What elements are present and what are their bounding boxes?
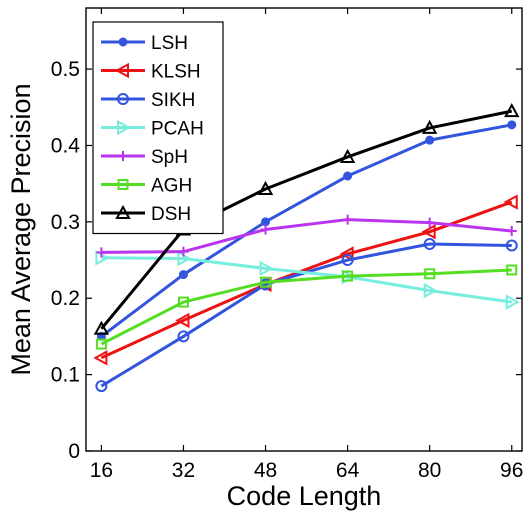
legend-item-sikh: SIKH — [101, 90, 195, 111]
data-point-klsh — [175, 312, 190, 329]
legend-item-agh: AGH — [101, 176, 192, 197]
legend: LSH KLSH SIKH PCAH SpH AGH DSH — [92, 21, 224, 235]
series-lsh — [96, 120, 517, 341]
y-tick-label: 0.5 — [51, 58, 80, 81]
data-point-dsh — [339, 148, 356, 163]
data-point-agh — [506, 264, 518, 276]
series-agh — [95, 264, 518, 350]
series-sph — [96, 214, 517, 258]
x-tick-label: 96 — [500, 459, 523, 482]
data-point-dsh — [421, 119, 438, 134]
data-point-lsh — [178, 270, 188, 280]
data-point-sikh — [341, 254, 354, 267]
axes: 16 32 48 64 80 96 0 0.1 0.2 0.3 0.4 0.5 — [51, 7, 523, 482]
x-tick-label: 64 — [336, 459, 360, 482]
plot-area — [93, 103, 520, 393]
legend-label-pcah: PCAH — [151, 119, 204, 140]
data-point-klsh — [421, 224, 436, 240]
y-tick-label: 0 — [68, 440, 80, 463]
data-point-pcah — [259, 260, 274, 277]
data-point-sph — [96, 247, 107, 258]
data-point-lsh — [343, 171, 353, 181]
data-point-sph — [178, 246, 189, 257]
legend-marker-sph — [118, 151, 128, 161]
series-pcah — [95, 250, 520, 310]
legend-item-dsh: DSH — [101, 204, 191, 225]
y-tick-label: 0.3 — [51, 211, 80, 234]
series-line-sikh — [100, 242, 512, 388]
series-line-dsh — [100, 109, 513, 330]
data-point-sph — [424, 217, 435, 228]
legend-label-lsh: LSH — [151, 33, 188, 54]
series-line-sph — [101, 218, 512, 254]
legend-label-sph: SpH — [151, 147, 188, 168]
legend-marker-klsh — [114, 62, 129, 79]
data-point-klsh — [339, 246, 354, 262]
x-tick-label: 16 — [90, 459, 113, 482]
legend-marker-lsh — [118, 37, 128, 47]
legend-item-pcah: PCAH — [101, 119, 204, 140]
data-point-agh — [177, 296, 189, 308]
data-point-dsh — [504, 103, 520, 118]
legend-label-sikh: SIKH — [151, 90, 195, 111]
data-point-dsh — [257, 180, 274, 196]
legend-marker-dsh — [115, 204, 131, 219]
x-tick-label: 48 — [254, 459, 277, 482]
data-point-sikh — [95, 380, 108, 393]
x-tick-label: 80 — [418, 459, 441, 482]
series-line-pcah — [101, 256, 512, 304]
data-point-sikh — [505, 239, 518, 252]
data-point-sph — [260, 224, 271, 235]
series-line-agh — [100, 268, 512, 346]
y-tick-label: 0.1 — [51, 364, 80, 387]
x-axis-title: Code Length — [227, 481, 382, 511]
legend-marker-sikh — [117, 93, 129, 105]
data-point-agh — [424, 268, 436, 280]
data-point-agh — [95, 338, 107, 350]
data-point-sph — [506, 226, 517, 237]
legend-label-klsh: KLSH — [151, 62, 201, 83]
data-point-klsh — [93, 350, 108, 366]
data-point-sikh — [423, 238, 436, 251]
legend-item-lsh: LSH — [101, 33, 188, 54]
y-tick-label: 0.4 — [51, 134, 81, 157]
axes-frame — [85, 7, 523, 452]
data-point-klsh — [503, 194, 518, 210]
y-tick-label: 0.2 — [51, 287, 80, 310]
legend-item-sph: SpH — [101, 147, 188, 168]
data-point-pcah — [423, 282, 438, 299]
data-point-sph — [342, 214, 353, 225]
legend-label-agh: AGH — [151, 176, 192, 197]
legend-label-dsh: DSH — [151, 204, 191, 225]
series-line-lsh — [100, 123, 513, 338]
y-axis-title: Mean Average Precision — [6, 83, 36, 375]
data-point-lsh — [425, 135, 435, 145]
legend-marker-pcah — [117, 119, 132, 136]
data-point-dsh — [93, 320, 110, 335]
legend-item-klsh: KLSH — [101, 62, 201, 83]
data-point-agh — [260, 276, 272, 288]
x-tick-label: 32 — [172, 459, 195, 482]
data-point-sikh — [177, 330, 190, 343]
legend-marker-agh — [117, 179, 129, 190]
data-point-pcah — [505, 294, 520, 310]
series-line-klsh — [100, 200, 513, 360]
data-point-lsh — [507, 120, 517, 130]
data-point-agh — [342, 270, 354, 282]
